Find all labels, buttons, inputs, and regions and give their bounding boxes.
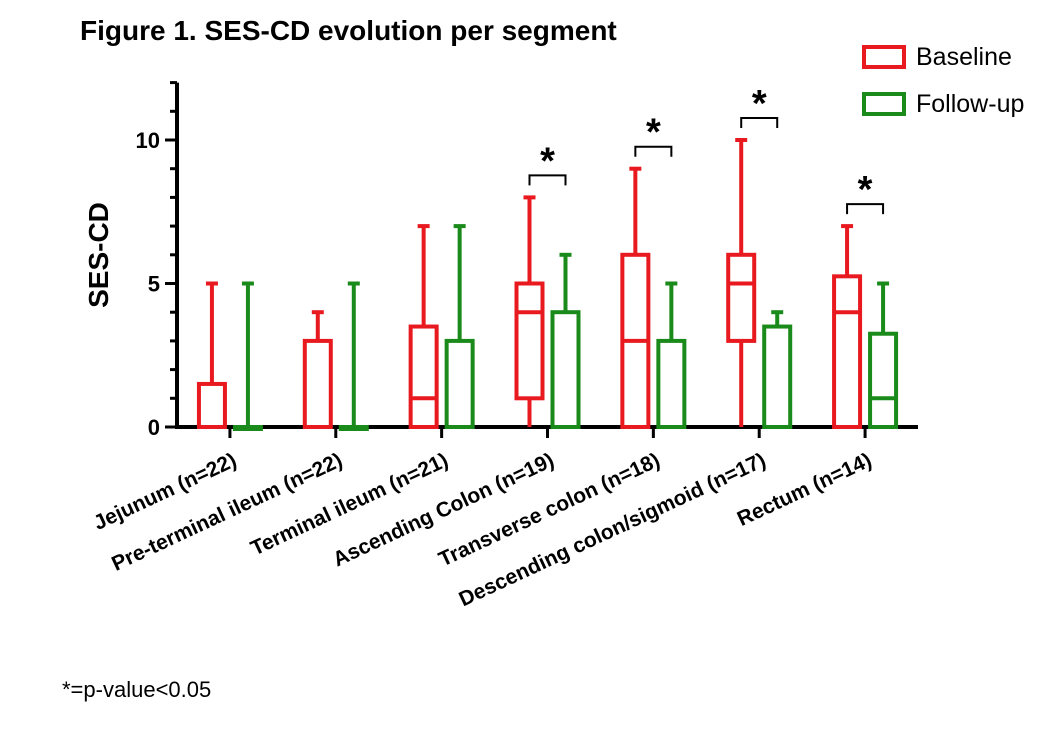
legend-swatch-followup — [862, 92, 906, 116]
box-iqr — [302, 338, 333, 429]
box-baseline — [726, 138, 757, 427]
box-iqr — [514, 281, 545, 401]
chart-title: Figure 1. SES-CD evolution per segment — [80, 15, 617, 46]
legend-swatch-baseline — [862, 45, 906, 69]
box-iqr — [726, 252, 757, 343]
y-tick-label: 10 — [136, 128, 160, 153]
box-followup — [550, 252, 581, 430]
significance-bracket: * — [846, 169, 885, 215]
box-followup — [444, 224, 475, 429]
box-baseline — [302, 310, 333, 429]
box-baseline — [196, 281, 227, 430]
bracket-line — [846, 203, 885, 215]
box-followup — [762, 310, 793, 429]
box-iqr — [656, 338, 687, 429]
legend-label-followup: Follow-up — [916, 90, 1024, 118]
y-axis-label: SES-CD — [83, 202, 114, 308]
box-followup — [656, 281, 687, 429]
box-followup — [232, 281, 263, 431]
bracket-line — [634, 145, 673, 157]
box-baseline — [620, 166, 651, 429]
y-tick-label: 5 — [148, 272, 160, 297]
box-baseline — [832, 224, 863, 430]
significance-star: * — [646, 112, 661, 154]
y-tick-label: 0 — [148, 415, 160, 440]
significance-bracket: * — [634, 112, 673, 157]
box-followup — [338, 281, 369, 431]
box-iqr — [868, 331, 899, 430]
significance-star: * — [858, 169, 873, 211]
box-iqr — [196, 381, 227, 430]
legend: Baseline Follow-up — [862, 43, 1024, 118]
box-followup — [868, 281, 899, 430]
plot-area: * * * * — [196, 83, 899, 431]
significance-bracket: * — [528, 140, 567, 186]
footnote: *=p-value<0.05 — [62, 677, 211, 702]
box-baseline — [514, 195, 545, 427]
box-iqr — [550, 310, 581, 430]
bracket-line — [740, 117, 779, 128]
legend-label-baseline: Baseline — [916, 43, 1012, 71]
box-iqr — [762, 324, 793, 429]
significance-star: * — [752, 83, 767, 125]
box-iqr — [444, 338, 475, 429]
significance-bracket: * — [740, 83, 779, 128]
bracket-line — [528, 174, 567, 186]
box-iqr — [408, 324, 439, 429]
box-iqr — [832, 274, 863, 430]
significance-star: * — [540, 140, 555, 182]
box-baseline — [408, 224, 439, 429]
